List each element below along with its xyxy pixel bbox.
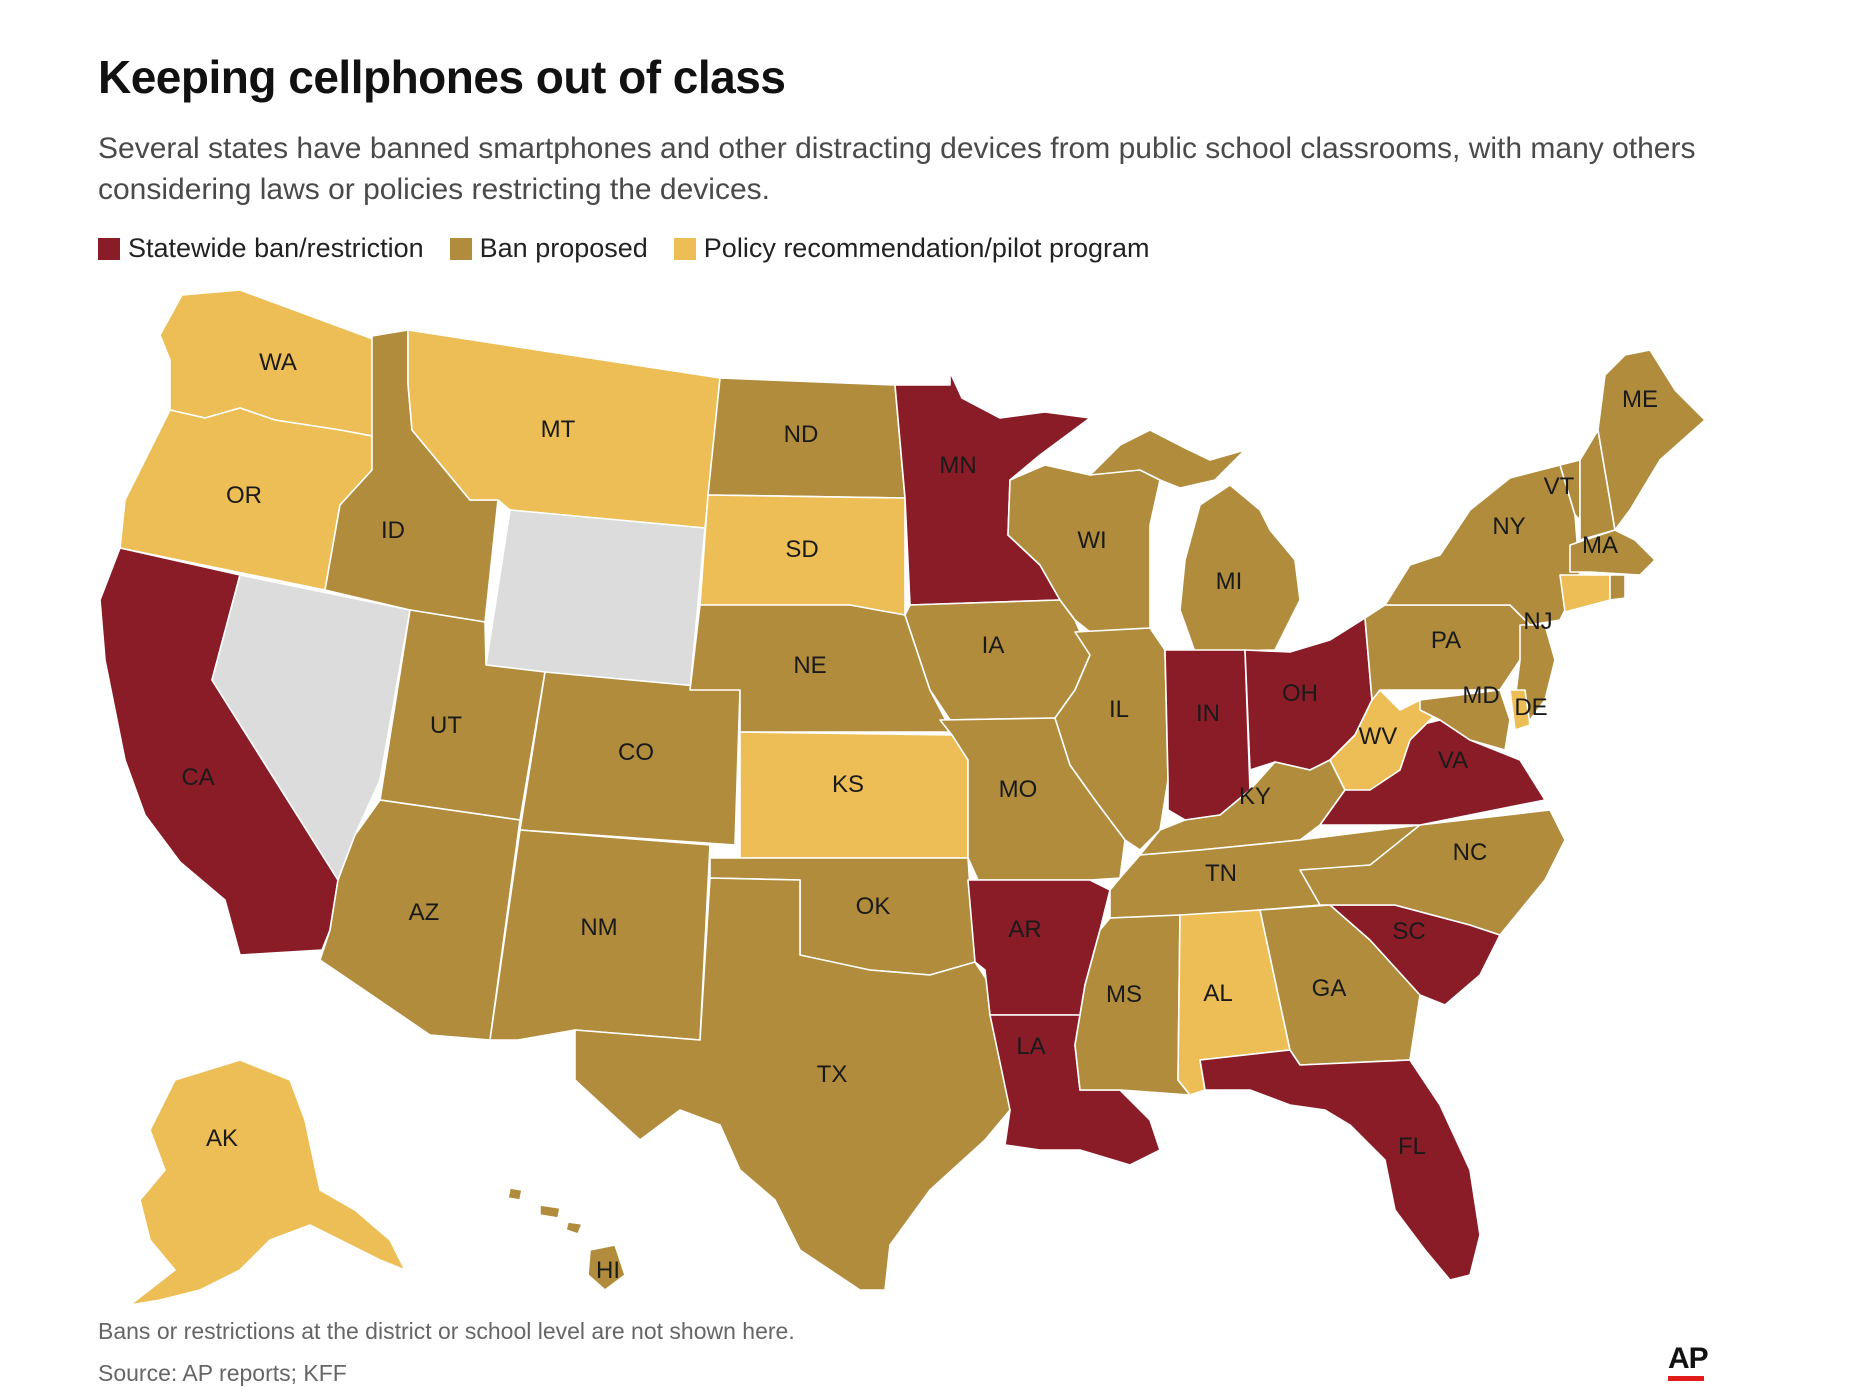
label-WV: WV: [1359, 723, 1398, 750]
label-MT: MT: [541, 416, 576, 443]
legend-swatch-policy: [673, 237, 696, 260]
state-CT[interactable]: [1559, 574, 1611, 613]
ap-logo-bar: [1668, 1376, 1704, 1381]
state-IN[interactable]: [1164, 649, 1251, 821]
state-FL[interactable]: [1199, 1049, 1481, 1281]
label-OK: OK: [856, 893, 891, 920]
label-IN: IN: [1196, 700, 1220, 727]
label-MS: MS: [1106, 981, 1142, 1008]
label-AL: AL: [1203, 980, 1232, 1007]
label-MD: MD: [1462, 682, 1499, 709]
source-line: Source: AP reports; KFF: [98, 1360, 347, 1386]
legend-label-proposed: Ban proposed: [479, 233, 648, 263]
state-CO[interactable]: [519, 671, 741, 846]
label-GA: GA: [1312, 975, 1347, 1002]
label-MA: MA: [1582, 532, 1618, 559]
state-WY[interactable]: [485, 509, 706, 691]
state-AK[interactable]: [129, 1059, 406, 1306]
page-title: Keeping cellphones out of class: [98, 51, 786, 103]
legend-label-policy: Policy recommendation/pilot program: [703, 233, 1150, 263]
label-MI: MI: [1216, 568, 1243, 595]
legend-item-policy: Policy recommendation/pilot program: [673, 233, 1150, 264]
label-SC: SC: [1392, 918, 1425, 945]
label-HI: HI: [596, 1257, 620, 1284]
label-MN: MN: [939, 452, 976, 479]
state-RI[interactable]: [1609, 574, 1626, 601]
label-NJ: NJ: [1523, 608, 1552, 635]
label-SD: SD: [785, 536, 818, 563]
label-MO: MO: [999, 776, 1038, 803]
label-ID: ID: [381, 517, 405, 544]
ap-logo: AP: [1668, 1342, 1709, 1381]
label-FL: FL: [1398, 1133, 1426, 1160]
label-ME: ME: [1622, 386, 1658, 413]
state-HI-islands[interactable]: [507, 1187, 583, 1235]
label-IL: IL: [1109, 696, 1129, 723]
label-AK: AK: [206, 1125, 238, 1152]
label-UT: UT: [430, 712, 462, 739]
label-OR: OR: [226, 482, 262, 509]
legend: Statewide ban/restriction Ban proposed P…: [98, 233, 1176, 264]
legend-swatch-ban: [98, 237, 120, 260]
state-ME[interactable]: [1597, 349, 1706, 531]
state-NC[interactable]: [1299, 809, 1566, 936]
state-MD[interactable]: [1419, 689, 1511, 751]
state-MA[interactable]: [1569, 529, 1656, 576]
label-TN: TN: [1205, 860, 1237, 887]
legend-swatch-proposed: [449, 237, 472, 260]
footnote: Bans or restrictions at the district or …: [98, 1318, 795, 1344]
label-VT: VT: [1544, 473, 1575, 500]
label-AZ: AZ: [409, 899, 440, 926]
label-NM: NM: [580, 914, 617, 941]
label-NC: NC: [1453, 839, 1488, 866]
state-DE[interactable]: [1509, 689, 1531, 731]
state-TX[interactable]: [574, 877, 1011, 1291]
state-MI[interactable]: [1179, 484, 1301, 653]
label-AR: AR: [1008, 916, 1041, 943]
label-OH: OH: [1282, 680, 1318, 707]
subtitle: Several states have banned smartphones a…: [98, 132, 1696, 206]
label-KS: KS: [832, 771, 864, 798]
state-HI[interactable]: [587, 1244, 626, 1291]
label-WA: WA: [259, 349, 297, 376]
legend-label-ban: Statewide ban/restriction: [128, 233, 424, 263]
label-NE: NE: [793, 652, 826, 679]
state-VT[interactable]: [1539, 459, 1581, 521]
label-PA: PA: [1431, 627, 1461, 654]
state-MI-UP[interactable]: [1089, 429, 1246, 489]
label-LA: LA: [1016, 1033, 1045, 1060]
label-VA: VA: [1438, 747, 1468, 774]
label-CA: CA: [181, 764, 214, 791]
label-IA: IA: [982, 632, 1005, 659]
state-labels: WA OR CA ID MT UT AZ CO NM ND SD NE KS O…: [181, 349, 1658, 1284]
legend-item-proposed: Ban proposed: [449, 233, 648, 264]
label-NY: NY: [1492, 513, 1525, 540]
label-CO: CO: [618, 739, 654, 766]
legend-item-ban: Statewide ban/restriction: [98, 233, 424, 264]
label-WI: WI: [1077, 527, 1106, 554]
label-DE: DE: [1514, 694, 1547, 721]
label-ND: ND: [784, 421, 819, 448]
ap-logo-text: AP: [1668, 1342, 1709, 1375]
label-KY: KY: [1239, 783, 1271, 810]
label-TX: TX: [817, 1061, 848, 1088]
state-AZ[interactable]: [319, 799, 521, 1041]
